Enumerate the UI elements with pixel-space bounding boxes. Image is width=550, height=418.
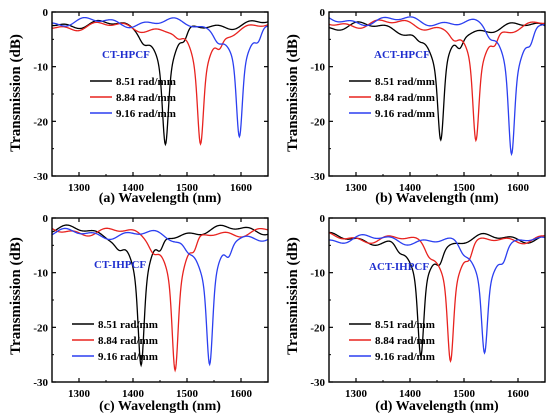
x-tick-label: 1400 (122, 388, 145, 400)
y-tick-label: -10 (310, 268, 325, 280)
plot-area (329, 16, 545, 157)
series-line-2 (52, 21, 268, 146)
series-line-3 (52, 227, 268, 367)
y-tick-label: -20 (310, 116, 325, 128)
x-tick-label: 1600 (507, 182, 530, 194)
y-tick-label: -30 (33, 377, 48, 389)
plot-area (52, 16, 268, 147)
series-line-1 (329, 21, 545, 142)
y-tick-label: -10 (310, 62, 325, 74)
y-tick-label: -20 (33, 116, 48, 128)
x-tick-label: 1500 (453, 182, 476, 194)
x-tick-label: 1300 (345, 182, 368, 194)
panel-title: CT-IHPCF (94, 259, 146, 271)
series-line-2 (329, 19, 545, 143)
x-tick-label: 1400 (399, 388, 422, 400)
series-line-1 (329, 231, 545, 358)
series-line-2 (329, 232, 545, 364)
x-axis-label: (b) Wavelength (nm) (375, 191, 499, 206)
plot-area (329, 231, 545, 364)
y-tick-label: -30 (33, 171, 48, 183)
legend-entry: 8.51 rad/mm (116, 76, 176, 88)
x-tick-label: 1500 (453, 388, 476, 400)
y-tick-label: -10 (33, 62, 48, 74)
panel-b: 1300 1400 1500 1600 0 -10 -20 -30 ACT-HPCF 8.51 r… (310, 7, 546, 206)
legend-entry: 9.16 rad/mm (116, 108, 176, 120)
x-tick-label: 1400 (122, 182, 145, 194)
legend-entry: 8.51 rad/mm (375, 319, 435, 331)
x-tick-label: 1600 (230, 182, 253, 194)
legend-entry: 8.84 rad/mm (375, 92, 435, 104)
y-tick-label: -20 (33, 322, 48, 334)
x-axis-label: (d) Wavelength (nm) (375, 399, 499, 414)
series-line-2 (52, 227, 268, 373)
y-tick-label: -20 (310, 322, 325, 334)
panels: 1300 1400 1500 1600 0 -10 -20 -30 CT-HPCF 8.51 ra… (33, 7, 546, 414)
legend-entry: 8.51 rad/mm (98, 319, 158, 331)
x-tick-label: 1600 (507, 388, 530, 400)
panel-title: CT-HPCF (102, 49, 150, 61)
y-tick-label: 0 (43, 7, 49, 19)
legend-entry: 8.51 rad/mm (375, 76, 435, 88)
y-tick-label: 0 (320, 213, 326, 225)
x-tick-label: 1500 (176, 388, 199, 400)
panel-title: ACT-IHPCF (369, 261, 429, 273)
legend-entry: 8.84 rad/mm (116, 92, 176, 104)
y-tick-label: 0 (43, 213, 49, 225)
ylabel-top-left: Transmission (dB) (8, 34, 24, 152)
legend-entry: 9.16 rad/mm (375, 351, 435, 363)
ylabel-top-right: Transmission (dB) (285, 34, 301, 152)
legend-entry: 8.84 rad/mm (375, 335, 435, 347)
y-tick-label: -30 (310, 377, 325, 389)
x-axis-label: (a) Wavelength (nm) (99, 191, 222, 206)
x-tick-label: 1300 (345, 388, 368, 400)
ylabel-bottom-right: Transmission (dB) (285, 237, 301, 355)
x-tick-label: 1500 (176, 182, 199, 194)
x-tick-label: 1300 (68, 388, 91, 400)
panel-d: 1300 1400 1500 1600 0 -10 -20 -30 ACT-IHPCF 8.51 … (310, 213, 546, 414)
x-tick-label: 1300 (68, 182, 91, 194)
x-axis-label: (c) Wavelength (nm) (99, 399, 221, 414)
panel-title: ACT-HPCF (374, 49, 430, 61)
panel-c: 1300 1400 1500 1600 0 -10 -20 -30 CT-IHPCF 8.51 r… (33, 213, 269, 414)
panel-a: 1300 1400 1500 1600 0 -10 -20 -30 CT-HPCF 8.51 ra… (33, 7, 269, 206)
legend-entry: 8.84 rad/mm (98, 335, 158, 347)
series-line-3 (329, 16, 545, 157)
y-tick-label: 0 (320, 7, 326, 19)
x-tick-label: 1600 (230, 388, 253, 400)
x-tick-label: 1400 (399, 182, 422, 194)
legend-entry: 9.16 rad/mm (98, 351, 158, 363)
series-line-3 (52, 16, 268, 139)
legend-entry: 9.16 rad/mm (375, 108, 435, 120)
y-tick-label: -30 (310, 171, 325, 183)
ylabel-bottom-left: Transmission (dB) (8, 237, 24, 355)
series-line-1 (52, 224, 268, 368)
series-line-3 (329, 234, 545, 355)
y-tick-label: -10 (33, 268, 48, 280)
plot-area (52, 224, 268, 373)
